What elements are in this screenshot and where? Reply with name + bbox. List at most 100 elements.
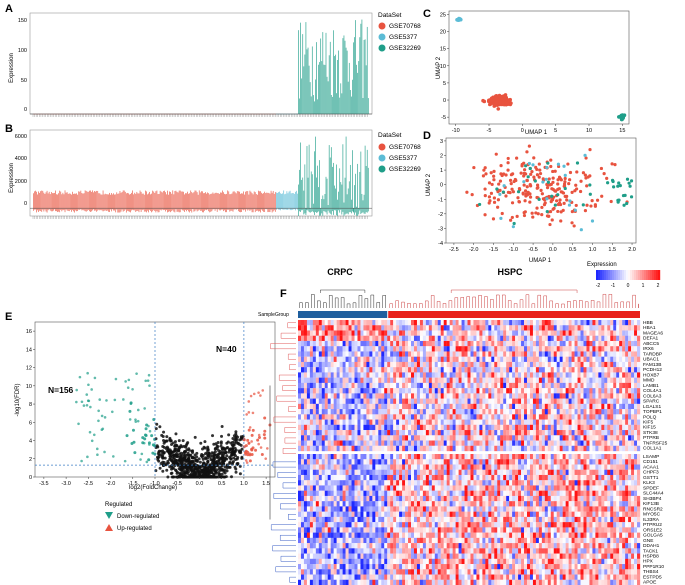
heatmap-cell [592,356,596,363]
e-down-point [144,379,148,383]
c-ytick-label: 5 [443,81,446,87]
heatmap-cell [351,388,355,394]
heatmap-cell [452,346,456,352]
e-point [263,436,267,440]
b-bar [36,191,37,209]
e-point [202,470,206,474]
heatmap-cell [500,325,504,331]
heatmap-cell [315,367,319,373]
d-point [558,202,563,207]
e-point [220,464,224,468]
e-xtick-label: -2.5 [84,481,93,487]
heatmap-cell [637,367,641,373]
heatmap-cell [526,330,531,336]
heatmap-cell [464,382,468,389]
d-point [556,162,561,166]
e-point [185,465,189,469]
heatmap-cell [601,335,605,342]
heatmap-cell [300,351,305,357]
e-point [203,440,207,444]
b-bar-neg [55,208,56,212]
heatmap-cell [324,320,328,326]
b-bar-neg [358,208,360,215]
heatmap-cell [538,398,543,404]
a-bar [340,83,342,114]
heatmap-cell [309,393,314,399]
b-bar [74,193,75,209]
b-bar-neg [101,208,103,211]
a-bar [364,39,366,115]
heatmap-cell [387,377,391,384]
e-point [165,468,169,472]
b-bar-neg [298,208,299,216]
heatmap-cell [488,330,492,336]
heatmap-cell [312,351,316,357]
heatmap-cell [613,372,617,378]
e-point [171,457,175,461]
c-xlabel: UMAP 1 [525,130,548,136]
heatmap-cell [419,330,424,336]
heatmap-cell [431,325,435,331]
heatmap-cell [425,377,430,384]
b-bar-neg [173,208,175,212]
heatmap-cell [464,398,468,404]
heatmap-cell [529,325,534,331]
e-up-point [249,394,253,398]
b-bar-neg [196,208,198,212]
heatmap-cell [529,335,534,342]
heatmap-cell [396,393,400,399]
heatmap-cell [458,320,462,326]
b-bar-neg [93,208,94,210]
heatmap-cell [553,351,557,357]
heatmap-cell [324,361,328,368]
heatmap-cell [622,330,626,336]
e-point [156,452,160,456]
b-bar-neg [98,208,100,210]
sample-group-label: SampleGroup [258,312,289,318]
d-point [520,162,524,167]
b-bar [240,193,241,209]
b-bar [77,194,79,209]
heatmap-cell [604,388,608,394]
d-point [499,216,503,220]
d-point [522,180,526,184]
heatmap-cell [411,382,415,389]
heatmap-cell [330,393,334,399]
b-bar-neg [314,208,315,215]
a-bar [351,96,352,114]
heatmap-cell [306,361,311,368]
b-bar-neg [139,208,141,210]
heatmap-cell [637,382,641,389]
heatmap-cell [574,335,578,342]
heatmap-cell [610,346,614,352]
heatmap-cell [381,346,385,352]
heatmap-cell [595,382,599,389]
heatmap-cell [473,398,477,404]
b-bar [223,192,224,209]
heatmap-cell [616,340,620,347]
b-bar [243,191,244,209]
d-point [589,204,593,208]
heatmap-cell [479,361,483,368]
d-point [613,163,617,167]
heatmap-cell [333,361,337,368]
heatmap-cell [535,361,540,368]
b-bar-neg [246,208,248,210]
b-bar [85,190,87,209]
heatmap-cell [354,367,358,373]
heatmap-cell [408,367,412,373]
heatmap-cell [369,377,373,384]
heatmap-cell [351,403,355,410]
heatmap-cell [399,346,403,352]
heatmap-cell [369,367,373,373]
heatmap-cell [598,398,602,404]
heatmap-cell [324,335,328,342]
a-bar [367,98,369,114]
heatmap-cell [419,361,424,368]
heatmap-cell [357,377,361,384]
heatmap-cell [360,351,364,357]
gene-label: HBB [643,320,653,326]
heatmap-cell [434,403,438,410]
heatmap-cell [375,367,379,373]
gene-label: LAMB1 [643,383,659,389]
